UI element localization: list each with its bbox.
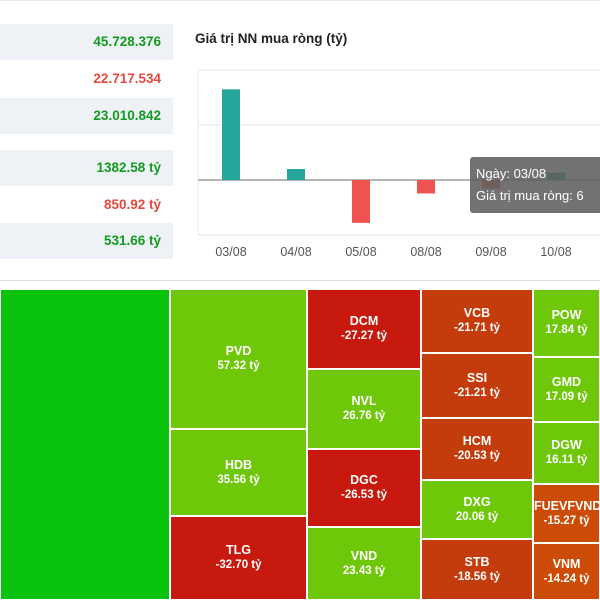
- tile-value: 17.09 tỷ: [545, 390, 588, 403]
- stat-value: 531.66 tỷ: [103, 233, 161, 248]
- treemap-tile-vnd[interactable]: VND 23.43 tỷ: [307, 527, 421, 600]
- tile-content: PVD 57.32 tỷ: [171, 344, 306, 374]
- x-tick-label: 04/08: [280, 245, 311, 259]
- stat-row-3: 23.010.842: [0, 98, 173, 134]
- tile-content: DXG 20.06 tỷ: [422, 495, 532, 525]
- tile-symbol: TLG: [226, 543, 251, 557]
- tile-content: NVL 26.76 tỷ: [308, 394, 420, 424]
- bar-08-08[interactable]: [417, 180, 435, 194]
- x-tick-label: 03/08: [215, 245, 246, 259]
- tile-symbol: DGC: [350, 473, 378, 487]
- tile-symbol: POW: [551, 308, 582, 322]
- x-tick-label: 05/08: [345, 245, 376, 259]
- stat-row-1: 45.728.376: [0, 24, 173, 60]
- stat-value: 1382.58 tỷ: [96, 160, 161, 175]
- bar-05-08[interactable]: [352, 180, 370, 223]
- tile-value: -32.70 tỷ: [215, 559, 262, 571]
- tile-symbol: DCM: [349, 314, 379, 328]
- bar-04-08[interactable]: [287, 168, 305, 180]
- tile-value: -20.53 tỷ: [453, 450, 501, 462]
- treemap-tile-vcb[interactable]: VCB -21.71 tỷ: [421, 289, 533, 353]
- stat-value: 45.728.376: [93, 34, 161, 49]
- treemap-tile-vnm[interactable]: VNM -14.24 tỷ: [533, 543, 600, 600]
- section-divider: [0, 280, 600, 281]
- top-border: [0, 0, 600, 7]
- stat-value: 22.717.534: [93, 71, 161, 86]
- treemap-tile-hcm[interactable]: HCM -20.53 tỷ: [421, 418, 533, 480]
- x-tick-label: 10/08: [540, 245, 571, 259]
- tile-value: 35.56 tỷ: [217, 473, 260, 486]
- treemap-tile-pow[interactable]: POW 17.84 tỷ: [533, 289, 600, 357]
- tile-symbol: HDB: [224, 457, 253, 472]
- stat-row-2: 22.717.534: [0, 61, 173, 97]
- tooltip-value: Giá trị mua ròng: 6: [476, 188, 584, 203]
- tile-value: 16.11 tỷ: [545, 454, 588, 466]
- treemap-tile-dxg[interactable]: DXG 20.06 tỷ: [421, 480, 533, 539]
- treemap-tile-nvl[interactable]: NVL 26.76 tỷ: [307, 369, 421, 449]
- tile-content: HCM -20.53 tỷ: [422, 434, 532, 464]
- treemap-tile-dgc[interactable]: DGC -26.53 tỷ: [307, 449, 421, 527]
- tile-symbol: NVL: [351, 394, 377, 408]
- tile-symbol: PVD: [225, 344, 252, 358]
- tile-symbol: DXG: [463, 494, 491, 509]
- tile-content: STB -18.56 tỷ: [422, 555, 532, 585]
- tile-value: 57.32 tỷ: [217, 360, 260, 372]
- tile-value: 17.84 tỷ: [545, 324, 588, 336]
- tile-content: TLG -32.70 tỷ: [171, 543, 306, 573]
- tile-value: 20.06 tỷ: [455, 510, 499, 523]
- tile-content: GMD 17.09 tỷ: [534, 375, 599, 405]
- tile-content: VNM -14.24 tỷ: [534, 557, 599, 587]
- tile-content: DGC -26.53 tỷ: [308, 473, 420, 503]
- tile-symbol: VND: [350, 548, 378, 563]
- treemap-tile-dgw[interactable]: DGW 16.11 tỷ: [533, 422, 600, 484]
- tile-value: -21.71 tỷ: [453, 322, 501, 334]
- treemap-tile-gmd[interactable]: GMD 17.09 tỷ: [533, 357, 600, 422]
- x-tick-label: 08/08: [410, 245, 441, 259]
- stat-value: 23.010.842: [93, 108, 161, 123]
- chart-title: Giá trị NN mua ròng (tỷ): [195, 31, 348, 46]
- tile-symbol: FUEVFVND: [534, 498, 600, 513]
- tile-content: DCM -27.27 tỷ: [308, 314, 420, 344]
- treemap-tile-hdb[interactable]: HDB 35.56 tỷ: [170, 429, 307, 516]
- tile-value: 26.76 tỷ: [342, 410, 386, 422]
- treemap-tile-pvd[interactable]: PVD 57.32 tỷ: [170, 289, 307, 429]
- x-tick-label: 09/08: [475, 245, 506, 259]
- stat-value: 850.92 tỷ: [103, 197, 161, 212]
- tile-symbol: GMD: [551, 374, 582, 389]
- treemap-tile-ssi[interactable]: SSI -21.21 tỷ: [421, 353, 533, 418]
- tile-content: VND 23.43 tỷ: [308, 549, 420, 579]
- tile-value: -14.24 tỷ: [543, 572, 590, 585]
- tile-symbol: HCM: [462, 434, 492, 448]
- treemap-tile-tlg[interactable]: TLG -32.70 tỷ: [170, 516, 307, 600]
- treemap-tile-dcm[interactable]: DCM -27.27 tỷ: [307, 289, 421, 369]
- tile-content: HDB 35.56 tỷ: [171, 458, 306, 488]
- tile-value: -15.27 tỷ: [543, 514, 590, 527]
- tile-value: -21.21 tỷ: [453, 386, 501, 399]
- tile-value: -26.53 tỷ: [340, 489, 388, 501]
- tile-value: 23.43 tỷ: [342, 564, 386, 577]
- foreign-flow-treemap: PVD 57.32 tỷ HDB 35.56 tỷ TLG -32.70 tỷ DCM -27…: [0, 289, 600, 600]
- tile-content: DGW 16.11 tỷ: [534, 438, 599, 468]
- stat-row-4: 1382.58 tỷ: [0, 150, 173, 186]
- stat-row-5: 850.92 tỷ: [0, 187, 173, 223]
- tile-value: -27.27 tỷ: [340, 330, 388, 342]
- tile-value: -18.56 tỷ: [453, 570, 501, 583]
- stat-row-6: 531.66 tỷ: [0, 223, 173, 259]
- tile-content: VCB -21.71 tỷ: [422, 306, 532, 336]
- tile-symbol: VNM: [552, 556, 581, 571]
- treemap-tile-fuevfvnd[interactable]: FUEVFVND -15.27 tỷ: [533, 484, 600, 543]
- tile-symbol: STB: [464, 554, 490, 569]
- chart-tooltip: Ngày: 03/08 Giá trị mua ròng: 6: [470, 157, 600, 213]
- tile-content: FUEVFVND -15.27 tỷ: [534, 499, 599, 529]
- tile-symbol: DGW: [551, 438, 582, 452]
- tile-content: SSI -21.21 tỷ: [422, 371, 532, 401]
- tile-symbol: VCB: [463, 306, 491, 320]
- bar-03-08[interactable]: [222, 89, 240, 180]
- tile-symbol: SSI: [466, 370, 488, 385]
- net-foreign-buy-chart: 03/08 04/08 05/08 08/08 09/08 10/08: [197, 69, 600, 259]
- tooltip-date: Ngày: 03/08: [476, 166, 547, 181]
- treemap-tile-stb[interactable]: STB -18.56 tỷ: [421, 539, 533, 600]
- tile-content: POW 17.84 tỷ: [534, 308, 599, 338]
- treemap-tile-largest[interactable]: [0, 289, 170, 600]
